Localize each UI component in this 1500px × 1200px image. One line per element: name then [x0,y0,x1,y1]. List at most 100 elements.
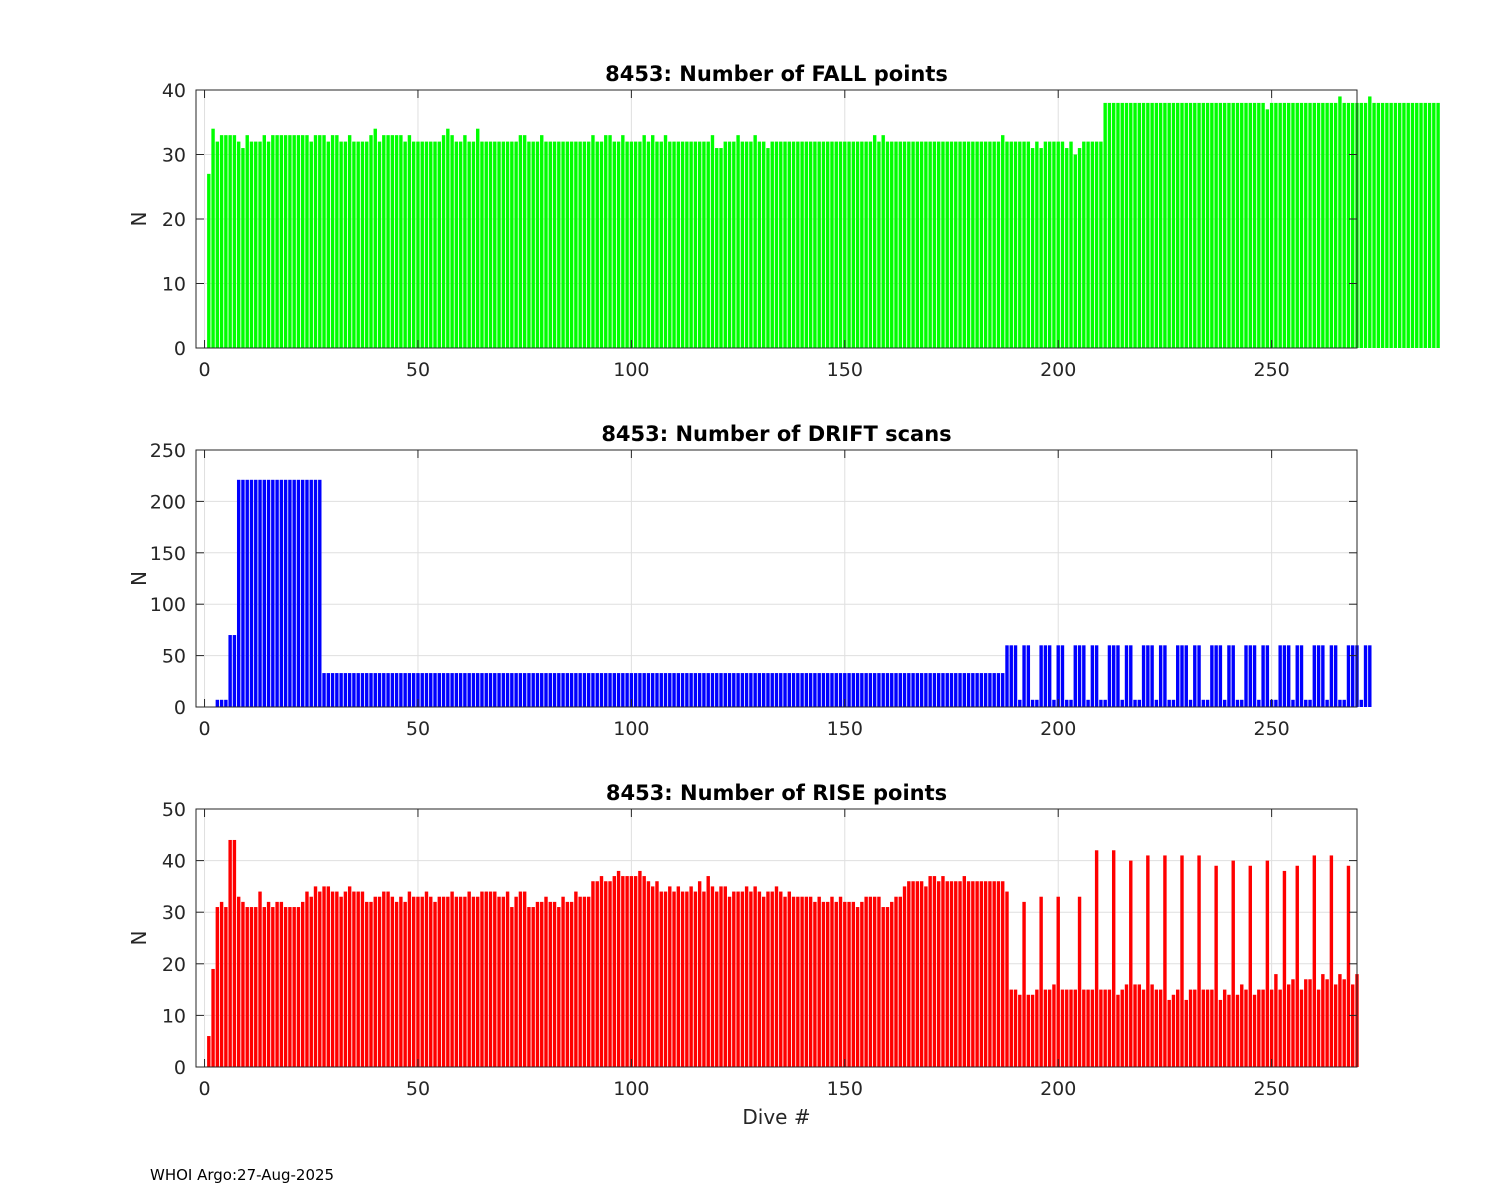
rise-bar [830,896,834,1067]
fall-bar [702,141,706,348]
fall-bar [480,141,484,348]
fall-bar [1397,102,1402,349]
fall-bar [821,141,826,348]
drift-bar [497,673,501,707]
fall-bar [932,141,937,348]
drift-bar [1030,699,1035,707]
fall-bar [1329,102,1334,349]
fall-bar [1393,102,1398,349]
fall-bar [322,135,326,348]
fall-bar [454,141,459,348]
fall-bar [578,141,582,348]
fall-bar [292,135,296,348]
rise-bar [1201,989,1206,1067]
fall-bar [224,135,228,348]
rise-bar [1244,989,1248,1067]
drift-bar [1342,699,1346,707]
fall-bar [522,135,527,348]
rise-bar [1180,855,1184,1067]
drift-bar [1069,699,1073,707]
fall-bar [411,141,416,348]
drift-bar [1073,645,1077,707]
fall-bar [540,135,544,348]
drift-bar [522,673,527,707]
rise-bar [599,876,604,1067]
drift-bar [258,479,262,707]
fall-bar [548,141,552,348]
rise-bar [1193,989,1197,1067]
rise-bar [1338,974,1342,1067]
fall-bar [1052,141,1056,348]
rise-bar [215,907,220,1067]
rise-bar [855,907,860,1067]
rise-bar [680,891,685,1067]
fall-bar [279,135,284,348]
fall-bar [689,141,693,348]
drift-bar [1158,645,1163,707]
rise-bar [808,896,813,1067]
rise-bar [309,896,313,1067]
rise-bar [655,881,659,1067]
rise-bar [1205,989,1210,1067]
drift-bar [851,673,856,707]
rise-bar [514,896,518,1067]
fall-bar [433,141,437,348]
fall-bar [962,141,967,348]
rise-bar [1077,896,1082,1067]
fall-bar [544,141,548,348]
fall-bar [659,141,663,348]
drift-bar [493,673,497,707]
rise-bar [591,881,595,1067]
fall-bar [1176,102,1180,349]
rise-bar [505,891,510,1067]
fall-bar [761,141,766,348]
rise-bar [1082,989,1086,1067]
drift-bar [1333,645,1338,707]
drift-bar [1368,645,1372,707]
fall-bar [424,141,429,348]
rise-bar [1163,855,1167,1067]
rise-bar [352,891,356,1067]
fall-xtick-label: 150 [827,359,863,381]
drift-bar [954,673,958,707]
rise-bar [796,896,800,1067]
fall-bar [514,141,518,348]
drift-bar [1111,645,1116,707]
rise-bar [757,891,762,1067]
drift-bar [1274,699,1278,707]
fall-bar [288,135,292,348]
drift-bar [779,673,783,707]
drift-bar [279,479,284,707]
rise-bar [1218,999,1223,1067]
rise-bar [838,896,843,1067]
rise-bar [872,896,877,1067]
rise-bar [668,886,672,1067]
fall-bar [1269,102,1274,349]
fall-bar [1410,102,1415,349]
drift-bar [514,673,518,707]
drift-bar [638,673,642,707]
rise-bar [552,901,557,1067]
drift-bar [817,673,821,707]
rise-bar [565,901,570,1067]
fall-bar [715,148,719,348]
rise-bar [936,881,941,1067]
rise-bar [1222,989,1227,1067]
fall-bar [309,141,313,348]
fall-bar [1022,141,1026,348]
drift-bar [992,673,996,707]
fall-bar [1278,102,1282,349]
drift-bar [996,673,1001,707]
drift-bar [1107,645,1112,707]
drift-bar [569,673,574,707]
rise-bar [1107,989,1112,1067]
drift-bar [1218,645,1223,707]
fall-bar [915,141,920,348]
rise-bar [535,901,540,1067]
rise-bar [493,891,497,1067]
drift-bar [1363,645,1368,707]
fall-bar [1423,102,1427,349]
rise-bar [774,886,779,1067]
rise-bar [710,886,715,1067]
rise-bar [1287,984,1291,1067]
